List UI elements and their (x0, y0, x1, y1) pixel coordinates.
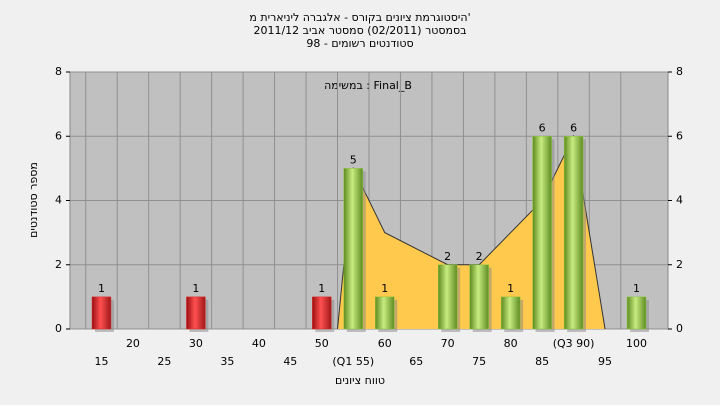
y-axis-label: מספר סטודנטים (27, 162, 40, 238)
bar (469, 264, 489, 330)
value-label: 5 (350, 153, 357, 166)
x-tick-label: 50 (315, 337, 329, 350)
y2-tick-label: 4 (676, 194, 683, 207)
y-tick-label: 4 (55, 194, 62, 207)
x-tick-label: (Q3 90) (553, 337, 595, 350)
value-label: 1 (633, 282, 640, 295)
bar (91, 296, 112, 330)
x-tick-label: 65 (409, 355, 423, 368)
x-tick-label: 60 (378, 337, 392, 350)
value-label: 6 (570, 121, 577, 134)
bar (186, 296, 206, 330)
bar (500, 296, 521, 330)
x-tick-label: 75 (472, 355, 486, 368)
value-label: 1 (381, 282, 388, 295)
x-tick-label: 35 (220, 355, 234, 368)
y2-tick-label: 8 (676, 65, 683, 78)
x-tick-label: 95 (598, 355, 612, 368)
x-tick-label: 80 (504, 337, 518, 350)
value-label: 2 (444, 250, 451, 263)
value-label: 6 (539, 121, 546, 134)
bar (626, 296, 647, 330)
value-label: 1 (98, 282, 105, 295)
y2-tick-label: 2 (676, 258, 683, 271)
x-tick-label: 85 (535, 355, 549, 368)
value-label: 1 (192, 282, 199, 295)
x-tick-label: 45 (283, 355, 297, 368)
x-axis-label: טווח ציונים (335, 374, 385, 387)
y-tick-label: 8 (55, 65, 62, 78)
x-tick-label: 20 (126, 337, 140, 350)
x-tick-label: (Q1 55) (332, 355, 374, 368)
bar (563, 136, 584, 330)
bar (532, 136, 552, 330)
bar (375, 296, 395, 330)
x-tick-label: 100 (626, 337, 647, 350)
x-tick-label: 30 (189, 337, 203, 350)
x-tick-label: 40 (252, 337, 266, 350)
title-line: סטודנטים רשומים - 98 (306, 37, 413, 50)
y2-tick-label: 6 (676, 129, 683, 142)
value-label: 2 (476, 250, 483, 263)
y-tick-label: 6 (55, 129, 62, 142)
value-label: 1 (318, 282, 325, 295)
y-tick-label: 2 (55, 258, 62, 271)
bar (437, 264, 458, 330)
bar (312, 296, 332, 330)
bar (343, 168, 363, 330)
title-line: היסטוגרמת ציונים בקורס - אלגברה ליניארית… (249, 11, 470, 24)
x-tick-label: 25 (157, 355, 171, 368)
annotation: במשימה : Final_B (324, 79, 412, 92)
x-tick-label: 70 (441, 337, 455, 350)
x-tick-label: 15 (94, 355, 108, 368)
y-tick-label: 0 (55, 322, 62, 335)
title-line: בסמסטר (02/2011) סמסטר אביב 2011/12 (253, 24, 466, 37)
value-label: 1 (507, 282, 514, 295)
y2-tick-label: 0 (676, 322, 683, 335)
